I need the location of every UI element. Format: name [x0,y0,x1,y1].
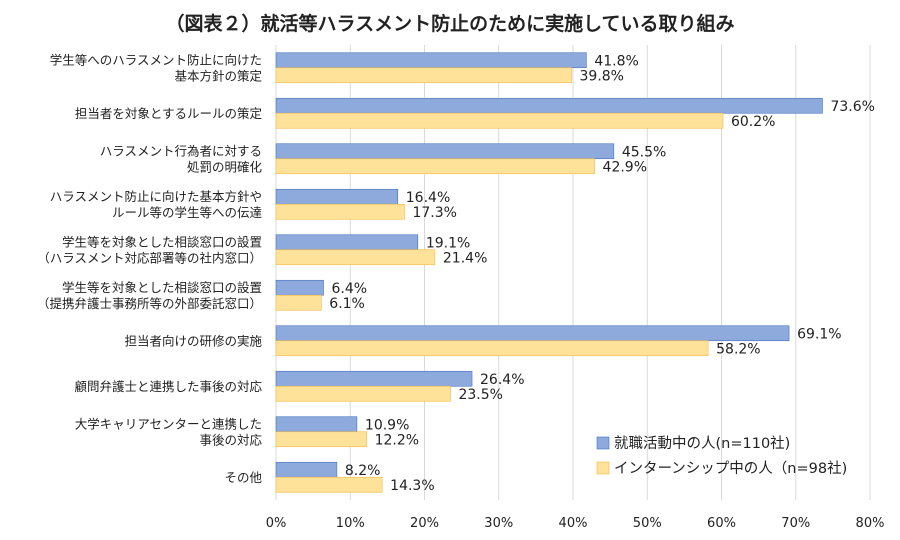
data-label: 69.1% [797,326,841,342]
bar-job-hunting [275,234,419,251]
bar-job-hunting [275,416,358,433]
bar-internship [275,158,595,175]
data-label: 42.9% [603,159,647,175]
category-label: ハラスメント行為者に対する [100,143,262,158]
data-label: 26.4% [480,372,524,388]
bar-job-hunting [275,370,473,387]
data-label: 39.8% [580,68,624,84]
x-tick-label: 50% [633,516,662,531]
category-label: ハラスメント防止に向けた基本方針や [50,189,262,204]
legend: 就職活動中の人(n=110社) インターンシップ中の人（n=98社) [596,435,847,477]
bar-internship [275,476,383,493]
bar-job-hunting [275,52,587,69]
bar-internship [275,203,405,220]
category-label: 基本方針の策定 [174,68,262,83]
bar-job-hunting [275,325,790,342]
legend-swatch [596,436,610,450]
legend-swatch [596,461,610,475]
data-label: 10.9% [365,417,409,433]
data-label: 23.5% [458,387,502,403]
data-label: 45.5% [622,144,666,160]
x-axis-ticks: 0% 10% 20% 30% 40% 50% 60% 70% 80% [266,516,885,531]
category-label: 学生等へのハラスメント防止に向けた [50,52,262,67]
bar-internship [275,294,322,311]
x-tick-label: 10% [336,516,365,531]
bar-job-hunting [275,461,338,478]
x-tick-label: 80% [856,516,885,531]
category-labels: 学生等へのハラスメント防止に向けた基本方針の策定担当者を対象とするルールの策定ハ… [37,52,263,485]
data-label: 6.1% [329,296,365,312]
data-label: 17.3% [412,205,456,221]
bar-internship [275,112,724,129]
bars: 41.8%39.8% 73.6% 60.2% 45.5%42.9% 16.4%17.3%… [275,52,875,494]
bar-internship [275,249,436,266]
data-label: 21.4% [443,250,487,266]
bar-internship [275,67,572,84]
data-label: 16.4% [406,190,450,206]
x-tick-label: 30% [484,516,513,531]
legend-label: インターンシップ中の人（n=98社) [614,460,847,477]
bar-job-hunting [275,97,823,114]
category-label: 学生等を対象とした相談窓口の設置 [62,280,262,295]
bar-internship [275,431,367,448]
x-tick-label: 70% [781,516,810,531]
category-label: 大学キャリアセンターと連携した [75,416,262,431]
category-label: 担当者向けの研修の実施 [124,333,262,348]
bar-internship [275,385,451,402]
bar-internship [275,340,709,357]
category-label: （提携弁護士事務所等の外部委託窓口） [37,296,262,311]
x-tick-label: 20% [410,516,439,531]
category-label: 事後の対応 [199,432,262,447]
x-tick-label: 40% [559,516,588,531]
bar-job-hunting [275,143,615,160]
bar-job-hunting [275,188,399,205]
x-tick-label: 60% [707,516,736,531]
x-tick-label: 0% [266,516,287,531]
data-label: 41.8% [594,53,638,69]
bar-job-hunting [275,279,324,296]
data-label: 12.2% [375,432,419,448]
category-label: 処罰の明確化 [187,159,263,174]
data-label: 73.6% [830,99,874,115]
data-label: 14.3% [390,478,434,494]
data-label: 6.4% [332,281,368,297]
category-label: 学生等を対象とした相談窓口の設置 [62,234,262,249]
data-label: 60.2% [731,114,775,130]
category-label: 顧問弁護士と連携した事後の対応 [74,379,262,394]
chart-title: （図表２）就活等ハラスメント防止のために実施している取り組み [165,12,734,35]
category-label: ルール等の学生等への伝達 [112,205,263,220]
data-label: 19.1% [426,235,470,251]
category-label: 担当者を対象とするルールの策定 [75,106,262,121]
category-label: その他 [224,470,262,485]
category-label: （ハラスメント対応部署等の社内窓口） [37,250,262,265]
legend-label: 就職活動中の人(n=110社) [614,435,790,452]
data-label: 58.2% [716,341,760,357]
data-label: 8.2% [345,463,381,479]
